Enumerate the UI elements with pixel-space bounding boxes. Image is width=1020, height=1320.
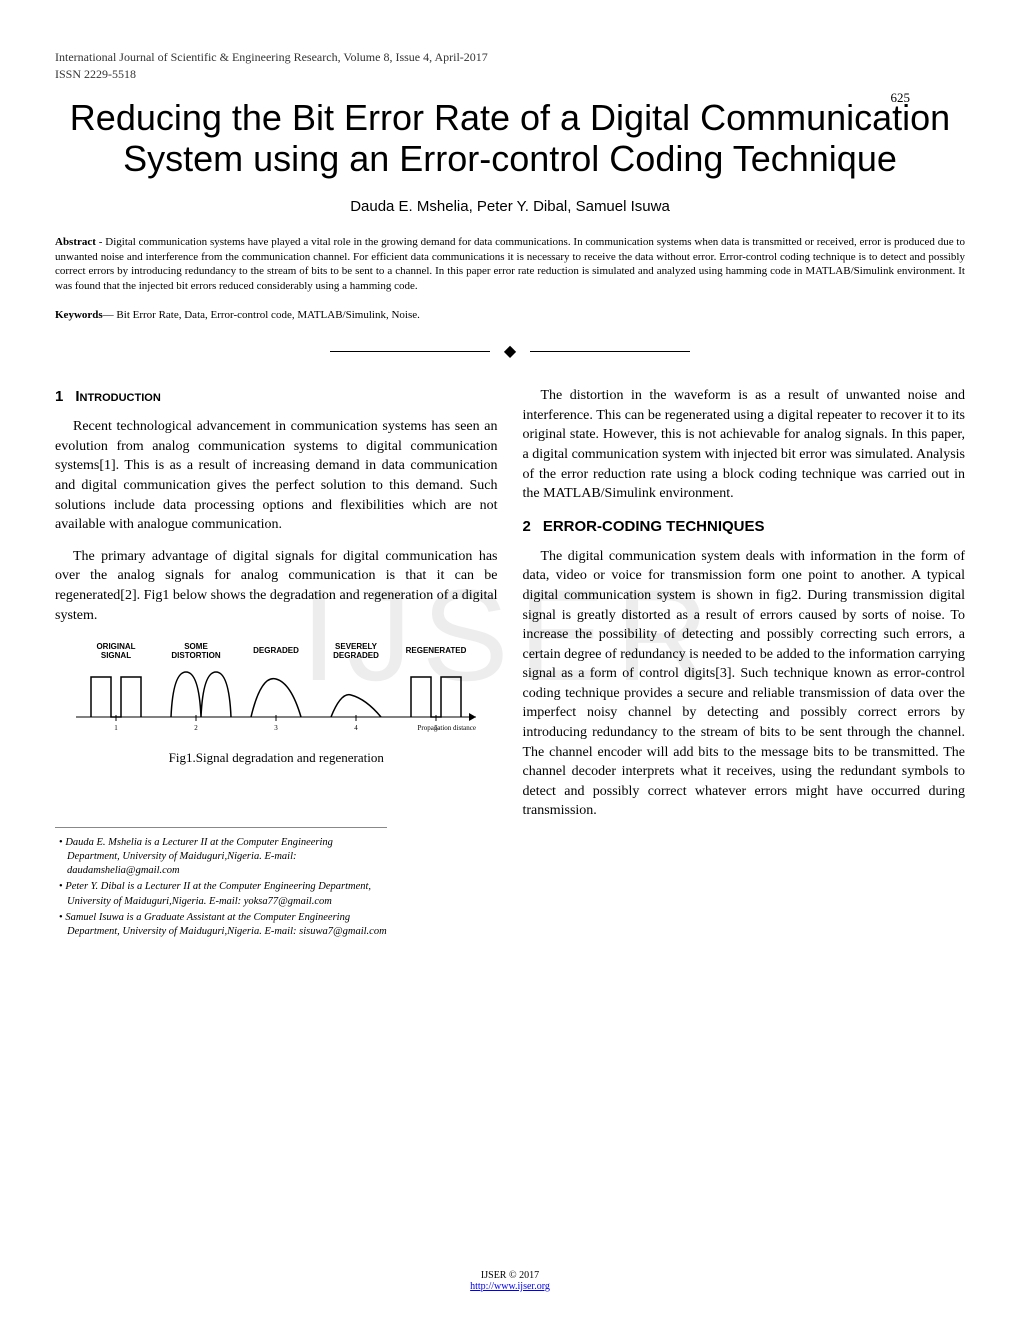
intro-p2: The primary advantage of digital signals… <box>55 547 498 625</box>
two-column-body: 1 Introduction Recent technological advan… <box>55 386 965 941</box>
section-1-num: 1 <box>55 388 63 405</box>
svg-text:3: 3 <box>275 724 279 732</box>
svg-text:DEGRADED: DEGRADED <box>253 646 299 655</box>
author-info-3: • Samuel Isuwa is a Graduate Assistant a… <box>55 911 387 939</box>
section-2-title: ERROR-CODING TECHNIQUES <box>543 518 765 535</box>
author-info-1: • Dauda E. Mshelia is a Lecturer II at t… <box>55 836 387 879</box>
section-2-num: 2 <box>523 518 531 535</box>
section-divider: ◆ <box>55 341 965 361</box>
figure-1-caption: Fig1.Signal degradation and regeneration <box>55 749 498 767</box>
intro-p1: Recent technological advancement in comm… <box>55 417 498 535</box>
abstract: Abstract - Digital communication systems… <box>55 235 965 294</box>
svg-text:SEVERELY: SEVERELY <box>335 642 378 651</box>
figure-1-svg: 1 2 3 4 5 ORIGINAL <box>66 637 486 737</box>
section-1-title: Introduction <box>75 388 160 405</box>
page-number: 625 <box>891 90 911 106</box>
left-column: 1 Introduction Recent technological advan… <box>55 386 498 941</box>
footer-copyright: IJSER © 2017 <box>0 1270 1020 1281</box>
keywords: Keywords— Bit Error Rate, Data, Error-co… <box>55 309 965 321</box>
footer-link[interactable]: http://www.ijser.org <box>470 1281 550 1292</box>
svg-text:Propagation distance: Propagation distance <box>418 724 477 732</box>
svg-text:REGENERATED: REGENERATED <box>406 646 467 655</box>
intro-right-p1: The distortion in the waveform is as a r… <box>523 386 966 504</box>
section-1-heading: 1 Introduction <box>55 386 498 407</box>
svg-text:DISTORTION: DISTORTION <box>172 651 221 660</box>
svg-text:4: 4 <box>355 724 359 732</box>
issn: ISSN 2229-5518 <box>55 67 965 82</box>
page-content: 625 International Journal of Scientific … <box>55 50 965 941</box>
figure-1: 1 2 3 4 5 ORIGINAL <box>55 637 498 767</box>
keywords-label: Keywords <box>55 309 103 321</box>
abstract-label: Abstract <box>55 236 96 248</box>
svg-text:SOME: SOME <box>184 642 208 651</box>
page-footer: IJSER © 2017 http://www.ijser.org <box>0 1270 1020 1292</box>
authors: Dauda E. Mshelia, Peter Y. Dibal, Samuel… <box>55 198 965 215</box>
error-coding-p1: The digital communication system deals w… <box>523 547 966 821</box>
diamond-icon: ◆ <box>504 341 516 361</box>
svg-text:DEGRADED: DEGRADED <box>333 651 379 660</box>
author-info-2: • Peter Y. Dibal is a Lecturer II at the… <box>55 880 387 908</box>
right-column: The distortion in the waveform is as a r… <box>523 386 966 941</box>
svg-text:SIGNAL: SIGNAL <box>101 651 131 660</box>
svg-text:2: 2 <box>195 724 199 732</box>
svg-text:ORIGINAL: ORIGINAL <box>97 642 136 651</box>
article-title: Reducing the Bit Error Rate of a Digital… <box>55 97 965 180</box>
journal-header: International Journal of Scientific & En… <box>55 50 965 65</box>
abstract-body: - Digital communication systems have pla… <box>55 236 965 293</box>
author-affiliations: • Dauda E. Mshelia is a Lecturer II at t… <box>55 827 387 939</box>
keywords-body: — Bit Error Rate, Data, Error-control co… <box>103 309 420 321</box>
svg-text:1: 1 <box>115 724 119 732</box>
section-2-heading: 2 ERROR-CODING TECHNIQUES <box>523 516 966 537</box>
